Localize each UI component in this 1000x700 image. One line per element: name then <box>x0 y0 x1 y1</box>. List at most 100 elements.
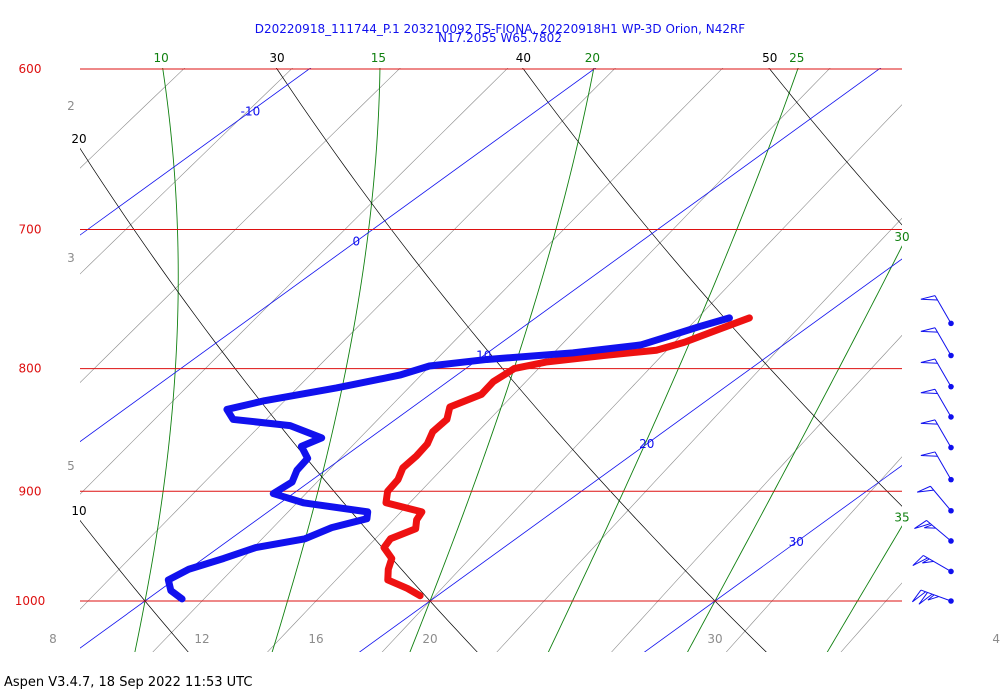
dry-adiabats <box>80 68 902 652</box>
moist-adiabat-label: 25 <box>789 51 804 65</box>
moist-adiabat-line <box>687 245 902 652</box>
wind-barb-staff <box>923 554 952 572</box>
wind-barb <box>920 388 954 420</box>
dewpoint-profile-line <box>164 314 733 603</box>
moist-adiabats <box>134 68 902 652</box>
mixing-ratio-line <box>80 68 293 275</box>
moist-adiabat-line <box>134 68 179 652</box>
mixing-ratio-line <box>934 0 1000 677</box>
moist-adiabat-line <box>271 68 381 652</box>
mixing-ratio-line <box>0 0 192 677</box>
mixing-ratio-line <box>80 68 401 384</box>
mixing-ratio-line <box>80 68 616 610</box>
isobars <box>80 68 902 602</box>
dry-adiabat-line <box>275 68 767 652</box>
wind-barb-staff <box>934 419 952 448</box>
mixing-ratio-line <box>152 68 724 652</box>
wind-barb-feather <box>927 594 939 601</box>
wind-barb <box>920 451 954 483</box>
pressure-label: 900 <box>19 484 42 498</box>
wind-barb-staff <box>926 520 952 542</box>
moist-adiabat-label: 20 <box>585 51 600 65</box>
mixing-ratio-line <box>840 582 902 652</box>
wind-barb-feather <box>924 524 936 529</box>
pressure-label: 600 <box>19 62 42 76</box>
isotherm-line <box>80 68 882 649</box>
wind-barb <box>920 419 954 451</box>
temperature-profile-line <box>380 314 753 600</box>
mixing-ratio-label: 5 <box>67 459 75 473</box>
wind-barb-station-dot <box>948 476 954 483</box>
chart-subtitle: N17.2055 W65.7802 <box>438 31 562 45</box>
wind-barb-staff <box>934 358 952 387</box>
mixing-ratio-line <box>80 68 186 169</box>
wind-barb <box>916 485 954 514</box>
dry-adiabat-line <box>80 519 189 652</box>
wind-barb-feather <box>912 555 928 566</box>
temperature-tick-label: 16 <box>308 632 323 646</box>
wind-barb-feather <box>920 388 938 395</box>
temperature-tick-label: 40 <box>992 632 1000 646</box>
wind-barb-feather <box>920 295 938 301</box>
wind-barb-staff <box>934 295 952 324</box>
wind-barb-staff <box>934 327 952 356</box>
mixing-ratio-label: 3 <box>67 251 75 265</box>
dry-adiabat-line <box>768 68 902 226</box>
isotherm-label: 30 <box>789 535 804 549</box>
mixing-ratio-line <box>725 456 902 652</box>
wind-barb-staff <box>930 485 952 512</box>
moist-adiabat-line <box>826 525 902 652</box>
isotherm-label: 0 <box>352 234 360 248</box>
wind-barb-feather <box>920 327 938 333</box>
moist-adiabat-line <box>547 68 799 652</box>
moist-adiabat-label: 35 <box>894 511 909 525</box>
dry-adiabat-label: 30 <box>269 51 284 65</box>
dry-adiabat-label: 50 <box>762 51 777 65</box>
isotherm-line <box>80 68 312 236</box>
isotherm-line <box>80 68 597 443</box>
wind-barb-feather <box>911 589 926 603</box>
wind-barb-feather <box>920 358 938 364</box>
isotherm-line <box>358 258 902 652</box>
mixing-ratio-line <box>80 68 509 495</box>
dry-adiabat-label: 20 <box>71 132 86 146</box>
wind-barb <box>911 589 954 605</box>
wind-barb-feather <box>914 519 931 530</box>
wind-barb <box>920 295 954 327</box>
wind-barb-feather <box>916 485 934 493</box>
moist-adiabat-label: 10 <box>153 51 168 65</box>
mixing-ratio-line <box>611 334 902 652</box>
temperature-tick-label: 20 <box>422 632 437 646</box>
wind-barb-feather <box>918 592 933 605</box>
isotherms <box>80 0 1000 681</box>
isotherm-line <box>643 464 902 652</box>
wind-barb-staff <box>920 589 952 602</box>
dry-adiabat-line <box>522 68 902 507</box>
wind-barb <box>912 554 954 575</box>
isotherm-label: 20 <box>639 437 654 451</box>
wind-barb-staff <box>934 388 952 418</box>
wind-barb-feather <box>920 419 938 425</box>
pressure-label: 700 <box>19 223 42 237</box>
wind-barb-feather <box>922 558 934 564</box>
temperature-tick-label: 8 <box>49 632 57 646</box>
dry-adiabat-label: 10 <box>71 504 86 518</box>
pressure-label: 1000 <box>15 594 46 608</box>
temperature-tick-label: 30 <box>707 632 722 646</box>
wind-barb-feather <box>920 451 938 457</box>
mixing-ratio-label: 2 <box>67 99 75 113</box>
moist-adiabat-line <box>409 68 595 652</box>
wind-barb <box>920 327 954 359</box>
isotherm-line <box>889 0 1000 681</box>
dry-adiabat-line <box>80 147 478 652</box>
mixing-ratio-line <box>381 104 902 652</box>
wind-barb <box>920 358 954 390</box>
wind-barb <box>914 519 954 544</box>
chart-title: D20220918_111744_P.1 203210092 TS-FIONA,… <box>255 22 746 36</box>
mixing-ratio-line <box>496 217 902 652</box>
wind-barbs <box>911 295 954 605</box>
temperature-tick-label: 12 <box>194 632 209 646</box>
dry-adiabat-label: 40 <box>516 51 531 65</box>
